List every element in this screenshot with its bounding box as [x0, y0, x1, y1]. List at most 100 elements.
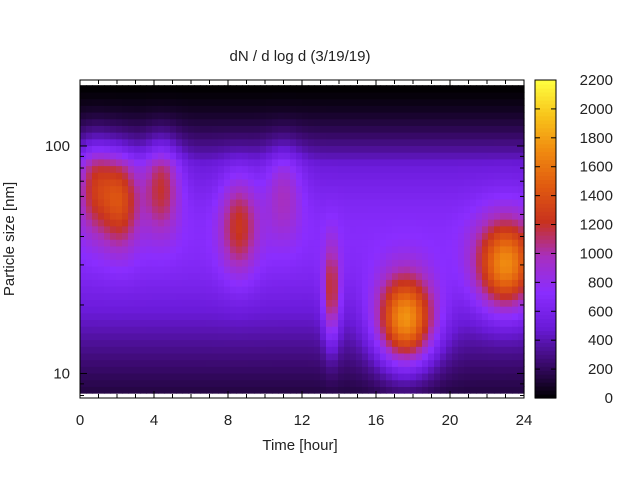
- heatmap-cell: [188, 118, 195, 126]
- heatmap-cell: [308, 312, 315, 321]
- heatmap-cell: [86, 91, 93, 100]
- heatmap-cell: [362, 292, 369, 300]
- heatmap-cell: [236, 379, 243, 387]
- heatmap-cell: [164, 252, 171, 260]
- heatmap-cell: [338, 319, 345, 327]
- heatmap-cell: [320, 212, 327, 220]
- heatmap-cell: [176, 118, 183, 126]
- heatmap-cell: [494, 152, 501, 160]
- heatmap-cell: [284, 152, 291, 160]
- heatmap-cell: [176, 105, 183, 113]
- heatmap-cell: [452, 125, 459, 133]
- heatmap-cell: [494, 292, 501, 300]
- heatmap-cell: [86, 239, 93, 247]
- heatmap-cell: [230, 312, 237, 321]
- heatmap-cell: [164, 158, 171, 167]
- heatmap-cell: [122, 212, 129, 220]
- heatmap-cell: [158, 279, 165, 287]
- heatmap-cell: [260, 386, 267, 394]
- heatmap-cell: [350, 165, 357, 173]
- heatmap-cell: [182, 259, 189, 267]
- heatmap-cell: [110, 306, 117, 314]
- heatmap-cell: [272, 232, 279, 240]
- heatmap-cell: [356, 272, 363, 280]
- heatmap-cell: [290, 219, 297, 227]
- colorbar-segment: [535, 219, 556, 224]
- heatmap-cell: [494, 306, 501, 314]
- heatmap-cell: [122, 299, 129, 307]
- heatmap-cell: [152, 105, 159, 113]
- heatmap-cell: [482, 346, 489, 354]
- heatmap-cell: [188, 132, 195, 140]
- heatmap-cell: [188, 346, 195, 354]
- heatmap-cell: [494, 85, 501, 93]
- heatmap-cell: [494, 138, 501, 147]
- heatmap-cell: [146, 386, 153, 394]
- heatmap-cell: [218, 312, 225, 321]
- colorbar-tick-label: 2200: [580, 72, 613, 89]
- heatmap-cell: [434, 165, 441, 173]
- heatmap-cell: [182, 158, 189, 167]
- heatmap-cell: [176, 319, 183, 327]
- heatmap-cell: [248, 185, 255, 193]
- heatmap-cell: [464, 252, 471, 260]
- heatmap-cell: [350, 359, 357, 367]
- heatmap-cell: [230, 326, 237, 334]
- heatmap-cell: [242, 252, 249, 260]
- heatmap-cell: [80, 379, 87, 387]
- heatmap-cell: [392, 252, 399, 260]
- heatmap-cell: [284, 125, 291, 133]
- heatmap-cell: [386, 225, 393, 234]
- heatmap-cell: [290, 285, 297, 294]
- heatmap-cell: [230, 138, 237, 147]
- heatmap-cell: [116, 312, 123, 321]
- heatmap-cell: [272, 339, 279, 347]
- heatmap-cell: [446, 272, 453, 280]
- heatmap-cell: [200, 132, 207, 140]
- heatmap-cell: [110, 352, 117, 361]
- heatmap-cell: [188, 312, 195, 321]
- heatmap-cell: [458, 366, 465, 374]
- heatmap-cell: [284, 98, 291, 106]
- heatmap-cell: [464, 192, 471, 200]
- heatmap-cell: [278, 265, 285, 274]
- heatmap-cell: [356, 172, 363, 180]
- heatmap-cell: [518, 386, 525, 394]
- heatmap-cell: [416, 198, 423, 207]
- heatmap-cell: [452, 252, 459, 260]
- heatmap-cell: [122, 91, 129, 100]
- heatmap-cell: [482, 105, 489, 113]
- heatmap-cell: [452, 352, 459, 361]
- heatmap-cell: [314, 158, 321, 167]
- heatmap-cell: [128, 285, 135, 294]
- heatmap-cell: [422, 138, 429, 147]
- heatmap-cell: [314, 198, 321, 207]
- heatmap-cell: [410, 326, 417, 334]
- heatmap-cell: [392, 306, 399, 314]
- heatmap-cell: [356, 279, 363, 287]
- heatmap-cell: [266, 138, 273, 147]
- heatmap-cell: [200, 125, 207, 133]
- heatmap-cell: [518, 332, 525, 341]
- colorbar-segment: [535, 302, 556, 308]
- heatmap-cell: [116, 91, 123, 100]
- heatmap-cell: [392, 379, 399, 387]
- heatmap-cells: [80, 85, 525, 394]
- heatmap-cell: [182, 111, 189, 120]
- heatmap-cell: [392, 386, 399, 394]
- heatmap-cell: [380, 332, 387, 341]
- heatmap-cell: [500, 292, 507, 300]
- heatmap-cell: [452, 98, 459, 106]
- heatmap-cell: [482, 185, 489, 193]
- heatmap-cell: [164, 232, 171, 240]
- heatmap-cell: [170, 225, 177, 234]
- heatmap-cell: [446, 85, 453, 93]
- heatmap-cell: [116, 85, 123, 93]
- heatmap-cell: [242, 259, 249, 267]
- heatmap-cell: [128, 118, 135, 126]
- heatmap-cell: [80, 279, 87, 287]
- heatmap-cell: [86, 285, 93, 294]
- heatmap-cell: [368, 152, 375, 160]
- heatmap-cell: [350, 285, 357, 294]
- heatmap-cell: [104, 319, 111, 327]
